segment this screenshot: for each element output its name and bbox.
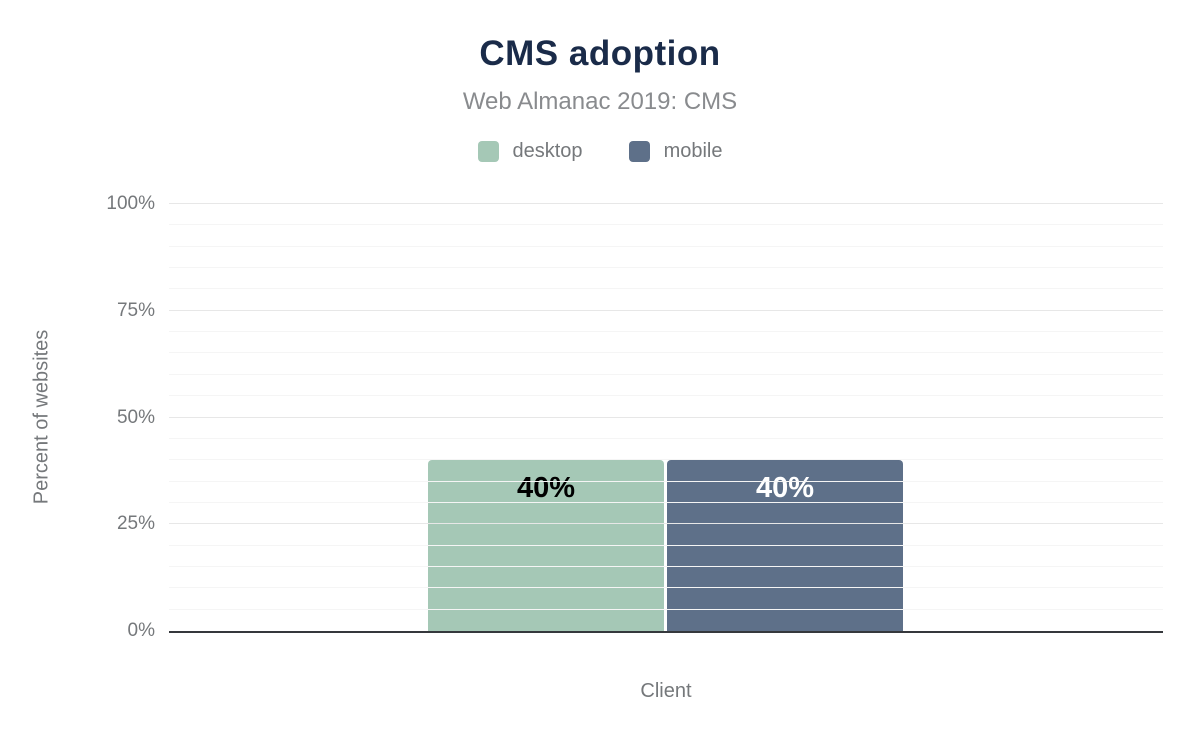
legend: desktop mobile xyxy=(0,140,1200,163)
chart-subtitle: Web Almanac 2019: CMS xyxy=(462,88,738,115)
chart-title: CMS adoption xyxy=(479,34,721,73)
legend-item-mobile[interactable]: mobile xyxy=(628,140,723,163)
y-tick-label-50: 50% xyxy=(116,406,155,428)
minor-gridline xyxy=(169,544,1163,546)
legend-label-desktop: desktop xyxy=(512,140,583,162)
minor-gridline xyxy=(169,331,1163,333)
legend-label-mobile: mobile xyxy=(663,140,723,162)
plot-area: 40% 40% xyxy=(169,203,1163,633)
minor-gridline xyxy=(169,288,1163,290)
major-gridline xyxy=(169,309,1163,311)
minor-gridline xyxy=(169,587,1163,589)
minor-gridline xyxy=(169,501,1163,503)
y-tick-label-100: 100% xyxy=(106,193,155,214)
legend-item-desktop[interactable]: desktop xyxy=(477,140,583,163)
minor-gridline xyxy=(169,395,1163,397)
minor-gridline xyxy=(169,373,1163,375)
y-tick-label-0: 0% xyxy=(127,620,155,641)
minor-gridline xyxy=(169,459,1163,461)
minor-gridline xyxy=(169,245,1163,247)
y-tick-label-25: 25% xyxy=(116,513,155,535)
minor-gridline xyxy=(169,437,1163,439)
x-axis-baseline xyxy=(169,631,1163,633)
desktop-swatch-icon xyxy=(477,141,499,162)
bar-value-label-desktop: 40% xyxy=(516,472,576,505)
minor-gridline xyxy=(169,565,1163,567)
minor-gridline xyxy=(169,224,1163,226)
major-gridline xyxy=(169,416,1163,418)
minor-gridline xyxy=(169,608,1163,610)
y-tick-label-75: 75% xyxy=(116,299,155,321)
minor-gridline xyxy=(169,352,1163,354)
major-gridline xyxy=(169,523,1163,525)
minor-gridline xyxy=(169,267,1163,269)
mobile-swatch-icon xyxy=(628,141,650,162)
major-gridline xyxy=(169,203,1163,204)
bar-value-label-mobile: 40% xyxy=(755,472,815,505)
x-axis-title: Client xyxy=(640,680,692,702)
minor-gridline xyxy=(169,480,1163,482)
